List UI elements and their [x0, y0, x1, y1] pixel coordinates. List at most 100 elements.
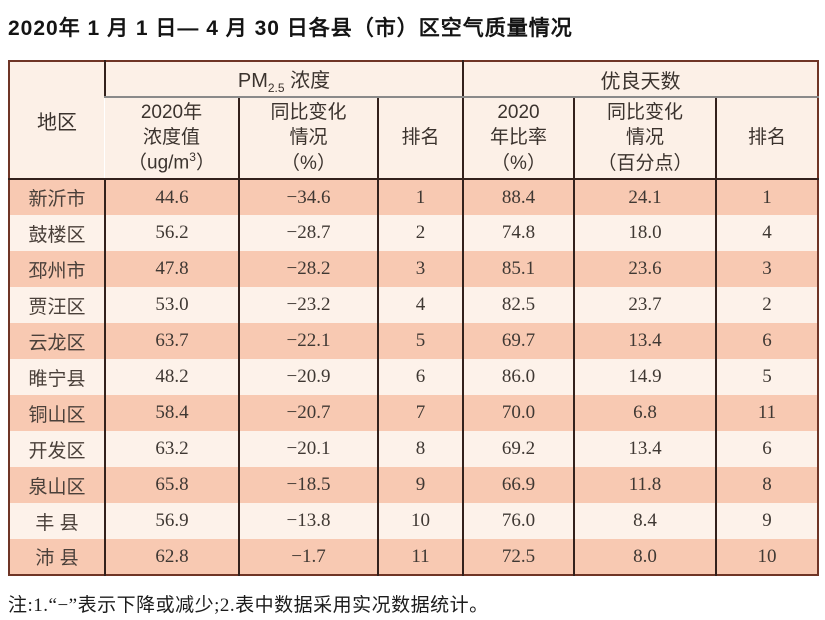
page-title: 2020年 1 月 1 日— 4 月 30 日各县（市）区空气质量情况 — [8, 17, 573, 40]
gd-ratio-cell: 74.8 — [462, 215, 574, 251]
gd-ratio-cell: 88.4 — [462, 179, 574, 215]
gd-ratio-cell: 69.2 — [462, 431, 574, 467]
table-row: 鼓楼区 56.2 −28.7 2 74.8 18.0 4 — [9, 215, 819, 251]
gd-change-cell: 24.1 — [573, 179, 716, 215]
pm-change-cell: −1.7 — [238, 539, 378, 575]
gd-ratio-cell: 76.0 — [462, 503, 574, 539]
pm-rank-cell: 6 — [377, 359, 463, 395]
pm-value-cell: 62.8 — [104, 539, 239, 575]
table-row: 贾汪区 53.0 −23.2 4 82.5 23.7 2 — [9, 287, 819, 323]
pm-change-cell: −23.2 — [238, 287, 378, 323]
gd-ratio-cell: 86.0 — [462, 359, 574, 395]
gd-ratio-line1: 2020 — [497, 102, 540, 124]
pm-change-cell: −20.1 — [238, 431, 378, 467]
col-header-region: 地区 — [9, 61, 105, 180]
gd-rank-cell: 6 — [714, 323, 819, 359]
pm-change-line2: 情况 — [289, 127, 328, 149]
pm-value-unit-close: ） — [195, 152, 215, 174]
pm-value-line2: 浓度值 — [142, 127, 200, 149]
pm25-subscript: 2.5 — [267, 80, 285, 95]
pm-change-cell: −20.9 — [238, 359, 378, 395]
gd-change-cell: 13.4 — [573, 323, 716, 359]
region-cell: 云龙区 — [9, 323, 105, 359]
gd-ratio-cell: 72.5 — [462, 539, 574, 575]
gd-rank-cell: 4 — [714, 215, 819, 251]
gd-change-cell: 14.9 — [573, 359, 716, 395]
gd-ratio-line3: （%） — [491, 152, 546, 174]
col-header-gd-change: 同比变化 情况 （百分点） — [573, 97, 716, 180]
gd-change-cell: 6.8 — [573, 395, 716, 431]
table-row: 沛 县 62.8 −1.7 11 72.5 8.0 10 — [9, 539, 819, 575]
pm-rank-cell: 7 — [377, 395, 463, 431]
table-body: 新沂市 44.6 −34.6 1 88.4 24.1 1 鼓楼区 56.2 −2… — [9, 179, 819, 575]
pm-value-cell: 56.2 — [104, 215, 239, 251]
region-cell: 鼓楼区 — [9, 215, 105, 251]
gd-ratio-cell: 82.5 — [462, 287, 574, 323]
region-cell: 丰 县 — [9, 503, 105, 539]
table-row: 丰 县 56.9 −13.8 10 76.0 8.4 9 — [9, 503, 819, 539]
pm-rank-cell: 5 — [377, 323, 463, 359]
gd-rank-cell: 3 — [714, 251, 819, 287]
gd-change-cell: 8.0 — [573, 539, 716, 575]
gd-change-line2: 情况 — [625, 127, 664, 149]
gd-rank-cell: 8 — [714, 467, 819, 503]
gd-change-cell: 18.0 — [573, 215, 716, 251]
region-cell: 泉山区 — [9, 467, 105, 503]
pm-rank-cell: 4 — [377, 287, 463, 323]
col-header-pm-change: 同比变化 情况 （%） — [238, 97, 378, 180]
footnote: 注:1.“−”表示下降或减少;2.表中数据采用实况数据统计。 — [8, 595, 489, 616]
pm-rank-cell: 9 — [377, 467, 463, 503]
pm-value-unit-sup: 3 — [189, 150, 196, 165]
pm-value-line1: 2020年 — [140, 102, 203, 124]
pm-rank-cell: 2 — [377, 215, 463, 251]
region-cell: 沛 县 — [9, 539, 105, 575]
pm-change-cell: −18.5 — [238, 467, 378, 503]
gd-rank-cell: 1 — [714, 179, 819, 215]
pm25-prefix: PM — [237, 69, 268, 92]
table-row: 新沂市 44.6 −34.6 1 88.4 24.1 1 — [9, 179, 819, 215]
gd-change-cell: 23.6 — [573, 251, 716, 287]
air-quality-table: 地区 PM2.5 浓度 优良天数 2020年 浓度值 （ug/m3） 同比变化 … — [8, 60, 820, 576]
table-header: 地区 PM2.5 浓度 优良天数 2020年 浓度值 （ug/m3） 同比变化 … — [9, 61, 819, 180]
gd-ratio-cell: 69.7 — [462, 323, 574, 359]
pm-value-cell: 65.8 — [104, 467, 239, 503]
pm-rank-cell: 11 — [377, 539, 463, 575]
sub-header-row: 2020年 浓度值 （ug/m3） 同比变化 情况 （%） 排名 2020 年比… — [9, 97, 819, 180]
table-row: 开发区 63.2 −20.1 8 69.2 13.4 6 — [9, 431, 819, 467]
pm-change-cell: −22.1 — [238, 323, 378, 359]
table-row: 睢宁县 48.2 −20.9 6 86.0 14.9 5 — [9, 359, 819, 395]
col-header-gd-ratio: 2020 年比率 （%） — [462, 97, 574, 180]
table-row: 云龙区 63.7 −22.1 5 69.7 13.4 6 — [9, 323, 819, 359]
group-header-pm25: PM2.5 浓度 — [104, 61, 463, 98]
pm-value-cell: 58.4 — [104, 395, 239, 431]
region-cell: 贾汪区 — [9, 287, 105, 323]
gd-rank-cell: 5 — [714, 359, 819, 395]
gd-rank-cell: 6 — [714, 431, 819, 467]
pm-value-cell: 63.7 — [104, 323, 239, 359]
table-row: 泉山区 65.8 −18.5 9 66.9 11.8 8 — [9, 467, 819, 503]
gd-change-line3: （百分点） — [597, 152, 693, 174]
pm-change-cell: −13.8 — [238, 503, 378, 539]
region-cell: 开发区 — [9, 431, 105, 467]
pm-value-cell: 47.8 — [104, 251, 239, 287]
pm-change-line3: （%） — [281, 152, 336, 174]
pm-rank-cell: 10 — [377, 503, 463, 539]
group-header-good-days: 优良天数 — [461, 61, 819, 98]
gd-change-line1: 同比变化 — [606, 102, 683, 124]
pm25-suffix: 浓度 — [284, 69, 331, 92]
pm-change-cell: −20.7 — [238, 395, 378, 431]
pm-rank-cell: 3 — [377, 251, 463, 287]
gd-ratio-cell: 85.1 — [462, 251, 574, 287]
region-cell: 睢宁县 — [9, 359, 105, 395]
gd-ratio-line2: 年比率 — [489, 127, 547, 149]
gd-rank-cell: 9 — [714, 503, 819, 539]
gd-ratio-cell: 66.9 — [462, 467, 574, 503]
region-cell: 新沂市 — [9, 179, 105, 215]
col-header-pm-rank: 排名 — [377, 97, 463, 180]
pm-change-line1: 同比变化 — [270, 102, 347, 124]
gd-change-cell: 11.8 — [573, 467, 716, 503]
pm-value-cell: 56.9 — [104, 503, 239, 539]
col-header-pm-value: 2020年 浓度值 （ug/m3） — [105, 97, 239, 180]
pm-rank-cell: 8 — [377, 431, 463, 467]
